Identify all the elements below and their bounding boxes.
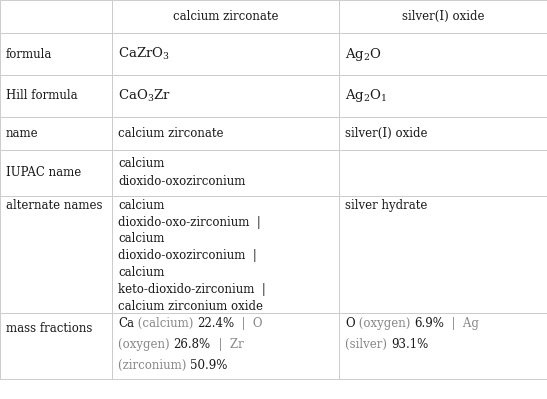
Text: (oxygen): (oxygen)	[355, 317, 414, 330]
Text: O: O	[345, 317, 355, 330]
Text: Hill formula: Hill formula	[6, 89, 78, 103]
Bar	[339, 196, 547, 313]
Bar	[112, 117, 339, 150]
Text: 26.8%: 26.8%	[173, 338, 211, 351]
Bar	[339, 0, 547, 33]
Bar	[0, 0, 112, 33]
Bar	[112, 0, 339, 33]
Bar	[339, 117, 547, 150]
Text: silver(I) oxide: silver(I) oxide	[402, 10, 484, 23]
Text: IUPAC name: IUPAC name	[6, 166, 82, 179]
Bar	[112, 196, 339, 313]
Bar	[112, 313, 339, 379]
Text: silver hydrate: silver hydrate	[345, 199, 428, 212]
Bar	[0, 150, 112, 196]
Bar	[339, 33, 547, 75]
Bar	[0, 33, 112, 75]
Text: (silver): (silver)	[345, 338, 391, 351]
Text: silver(I) oxide: silver(I) oxide	[345, 127, 428, 140]
Text: alternate names: alternate names	[6, 199, 102, 212]
Text: $\mathregular{CaZrO_{3}}$: $\mathregular{CaZrO_{3}}$	[118, 46, 170, 62]
Text: mass fractions: mass fractions	[6, 322, 92, 336]
Bar	[112, 75, 339, 117]
Text: |  Ag: | Ag	[444, 317, 479, 330]
Text: (oxygen): (oxygen)	[118, 338, 173, 351]
Text: calcium
dioxido-oxo-zirconium  |
calcium
dioxido-oxozirconium  |
calcium
keto-di: calcium dioxido-oxo-zirconium | calcium …	[118, 199, 266, 312]
Text: 93.1%: 93.1%	[391, 338, 428, 351]
Bar	[0, 196, 112, 313]
Text: calcium zirconate: calcium zirconate	[118, 127, 224, 140]
Bar	[339, 313, 547, 379]
Text: (calcium): (calcium)	[134, 317, 197, 330]
Bar	[0, 117, 112, 150]
Text: $\mathregular{Ag_{2}O}$: $\mathregular{Ag_{2}O}$	[345, 45, 382, 63]
Text: Ca: Ca	[118, 317, 134, 330]
Text: $\mathregular{CaO_{3}Zr}$: $\mathregular{CaO_{3}Zr}$	[118, 88, 171, 104]
Bar	[112, 33, 339, 75]
Text: name: name	[6, 127, 39, 140]
Bar	[0, 313, 112, 379]
Text: formula: formula	[6, 47, 53, 61]
Text: (zirconium): (zirconium)	[118, 359, 190, 372]
Bar	[0, 75, 112, 117]
Text: 22.4%: 22.4%	[197, 317, 235, 330]
Text: calcium
dioxido-oxozirconium: calcium dioxido-oxozirconium	[118, 157, 246, 188]
Text: |  Zr: | Zr	[211, 338, 243, 351]
Text: 50.9%: 50.9%	[190, 359, 228, 372]
Bar	[339, 75, 547, 117]
Bar	[112, 150, 339, 196]
Text: calcium zirconate: calcium zirconate	[173, 10, 278, 23]
Text: 6.9%: 6.9%	[414, 317, 444, 330]
Bar	[339, 150, 547, 196]
Text: |  O: | O	[235, 317, 263, 330]
Text: $\mathregular{Ag_{2}O_{1}}$: $\mathregular{Ag_{2}O_{1}}$	[345, 87, 387, 105]
